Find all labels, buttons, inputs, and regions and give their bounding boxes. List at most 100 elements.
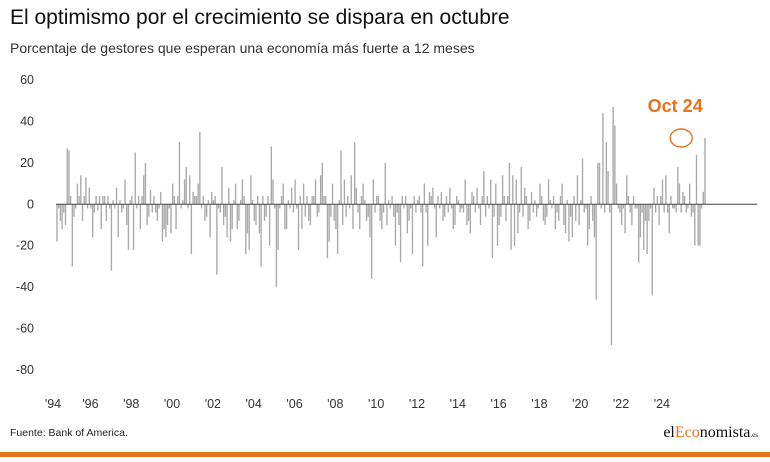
bar xyxy=(362,183,364,205)
bar xyxy=(114,204,116,209)
bar xyxy=(93,204,96,213)
bar xyxy=(430,196,432,205)
bar xyxy=(456,196,458,205)
bar xyxy=(518,204,521,213)
bar xyxy=(583,204,585,213)
x-tick-label: '12 xyxy=(409,397,425,411)
bar xyxy=(158,204,160,209)
bar xyxy=(539,183,541,205)
bar xyxy=(345,204,347,217)
bar xyxy=(367,204,369,217)
bar xyxy=(156,204,159,221)
bar xyxy=(462,204,465,213)
bar xyxy=(170,204,172,234)
bar xyxy=(602,113,604,205)
bar xyxy=(646,204,648,254)
bar xyxy=(457,200,460,205)
bar xyxy=(459,204,461,213)
bar xyxy=(454,204,456,225)
bar xyxy=(520,167,522,205)
bar xyxy=(331,183,334,205)
bar xyxy=(306,196,308,205)
bar xyxy=(90,204,92,209)
bar xyxy=(697,204,699,246)
bar xyxy=(421,204,424,267)
bar xyxy=(593,204,596,238)
bar xyxy=(605,142,608,205)
bar xyxy=(515,179,517,205)
bar xyxy=(484,204,487,217)
bar xyxy=(689,183,691,205)
bar xyxy=(435,204,437,238)
annotation-label: Oct 24 xyxy=(648,96,703,116)
bar xyxy=(398,204,400,225)
bar xyxy=(699,204,701,246)
x-tick-label: '14 xyxy=(450,397,466,411)
bar xyxy=(132,204,135,250)
bar xyxy=(350,175,352,205)
bar xyxy=(692,204,694,213)
bar xyxy=(566,200,568,205)
bar xyxy=(522,204,524,217)
bar xyxy=(586,204,589,246)
bar xyxy=(666,204,669,213)
bar xyxy=(353,142,356,205)
bar xyxy=(246,204,249,234)
bar xyxy=(285,204,288,230)
bar xyxy=(428,191,431,205)
bar xyxy=(575,204,577,221)
bar xyxy=(588,204,591,230)
bar xyxy=(554,204,557,230)
bar xyxy=(648,204,650,221)
bar xyxy=(488,204,490,209)
bar xyxy=(185,167,187,205)
bar xyxy=(257,196,259,205)
bar xyxy=(144,162,147,205)
x-tick-label: '16 xyxy=(490,397,506,411)
bar xyxy=(78,196,80,205)
bar xyxy=(607,171,609,205)
bar xyxy=(649,204,652,209)
bar xyxy=(80,175,82,205)
bar xyxy=(119,200,121,205)
bar xyxy=(194,196,196,205)
bar xyxy=(58,204,60,209)
bar xyxy=(471,191,473,205)
bar xyxy=(171,183,174,205)
bar xyxy=(467,204,470,221)
bar xyxy=(507,196,509,205)
bar xyxy=(192,191,194,205)
bar xyxy=(260,204,262,267)
bar xyxy=(685,204,687,213)
bar xyxy=(83,196,85,205)
bar xyxy=(233,200,235,205)
bar xyxy=(258,204,261,234)
x-tick-label: '20 xyxy=(572,397,588,411)
bar xyxy=(251,200,254,205)
bar xyxy=(452,204,454,230)
bar xyxy=(124,179,126,205)
x-tick-label: '98 xyxy=(123,397,139,411)
bar xyxy=(639,204,642,238)
bar xyxy=(187,204,189,209)
bar xyxy=(416,200,419,205)
bar xyxy=(234,183,237,205)
bar xyxy=(476,187,478,205)
bar xyxy=(493,204,495,217)
bar xyxy=(199,131,201,205)
x-tick-label: '22 xyxy=(613,397,629,411)
y-tick-label: 60 xyxy=(20,73,34,87)
bar xyxy=(272,179,274,205)
bar xyxy=(609,204,611,213)
bar xyxy=(517,204,519,234)
bar xyxy=(328,204,330,242)
bar xyxy=(525,196,528,205)
bar xyxy=(415,204,417,213)
bar xyxy=(660,196,662,205)
bar xyxy=(544,204,546,225)
bar xyxy=(624,204,626,234)
bar xyxy=(248,204,250,250)
bar xyxy=(627,196,630,205)
bar xyxy=(202,196,204,205)
bar xyxy=(168,204,170,209)
